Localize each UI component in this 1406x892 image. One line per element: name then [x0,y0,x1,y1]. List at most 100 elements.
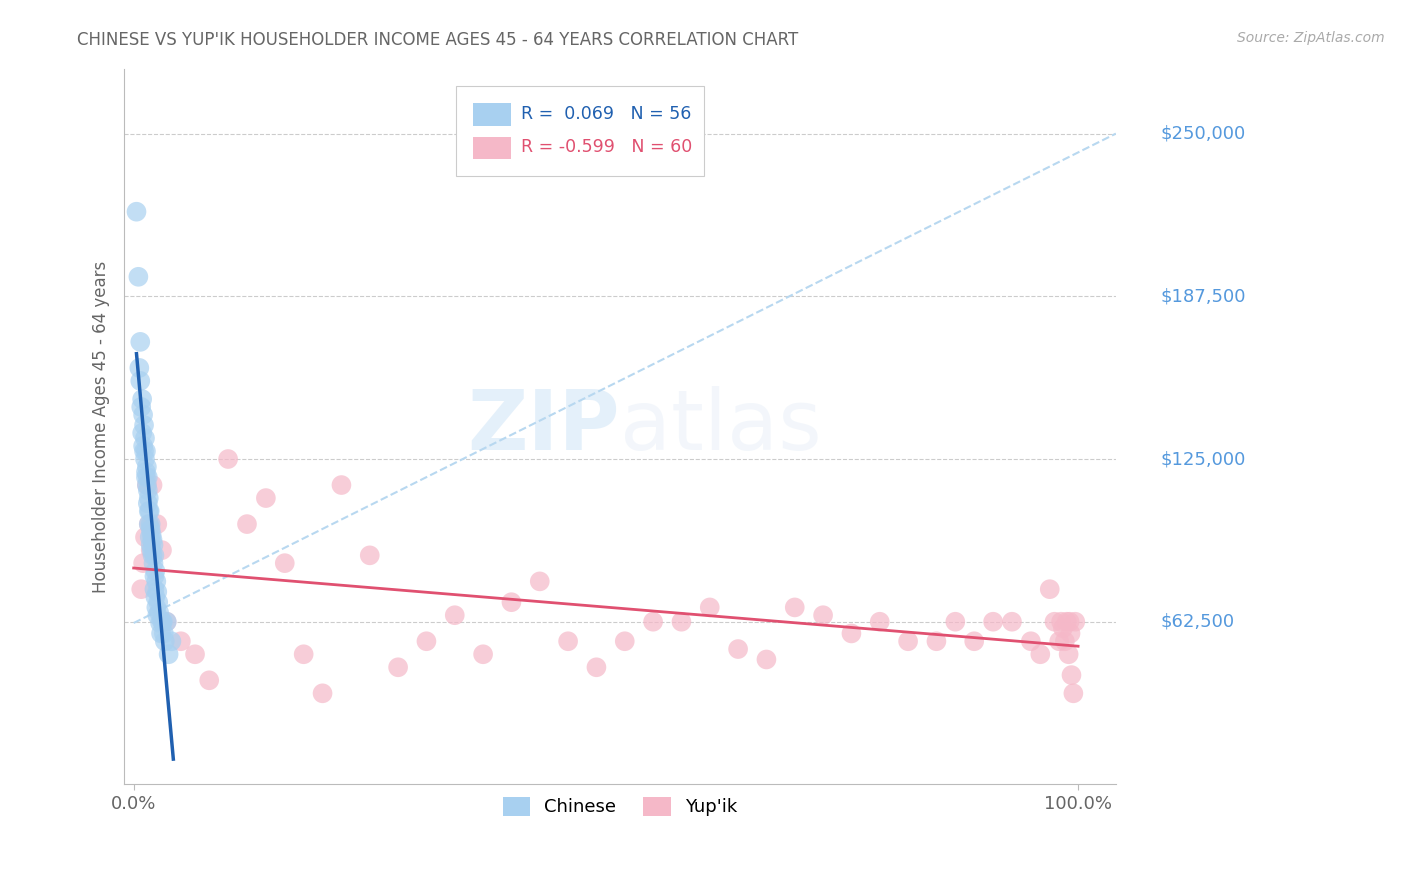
Point [138,517,160,532]
Point [131,425,153,440]
Point [141,543,163,558]
Point [1019,634,1042,648]
Point [1056,615,1078,629]
Text: $125,000: $125,000 [1160,450,1246,468]
Point [1059,626,1081,640]
Point [138,504,160,518]
Point [443,608,465,623]
Point [135,478,157,492]
Point [149,615,172,630]
Legend: Chinese, Yup'ik: Chinese, Yup'ik [494,789,747,825]
Point [138,491,160,505]
Point [138,504,160,518]
Point [274,556,297,570]
Point [136,496,159,510]
Point [755,652,778,666]
Point [132,408,155,422]
Point [643,615,665,629]
Point [671,615,693,629]
Text: atlas: atlas [620,386,821,467]
Point [387,660,409,674]
Point [142,538,165,552]
Point [529,574,551,589]
Point [157,647,180,661]
Point [129,400,152,414]
Point [135,478,157,492]
Y-axis label: Householder Income Ages 45 - 64 years: Householder Income Ages 45 - 64 years [93,260,110,592]
Point [925,634,948,648]
Point [132,556,155,570]
Point [184,647,207,661]
Point [217,452,239,467]
Point [153,626,176,640]
Point [153,634,176,648]
Point [1047,634,1070,648]
Point [943,615,966,629]
Point [160,634,183,648]
Point [150,615,173,629]
Point [148,595,170,609]
Point [132,439,155,453]
Point [1050,615,1073,629]
Point [125,204,148,219]
Text: R = -0.599   N = 60: R = -0.599 N = 60 [520,138,692,156]
Point [145,590,167,604]
Point [170,634,193,648]
Point [1057,647,1080,661]
FancyBboxPatch shape [457,87,704,176]
Point [1029,647,1052,661]
Point [501,595,523,609]
Point [142,556,165,570]
Point [128,360,150,375]
Point [981,615,1004,629]
Point [142,549,165,563]
Point [869,615,891,629]
Point [139,517,162,532]
Point [841,626,863,640]
Point [1059,615,1081,629]
Point [1062,686,1084,700]
Text: R =  0.069   N = 56: R = 0.069 N = 56 [520,104,692,122]
Point [136,483,159,498]
Point [1043,615,1066,629]
Point [1052,621,1074,635]
Text: $250,000: $250,000 [1160,125,1246,143]
Point [143,549,166,563]
Point [963,634,986,648]
Bar [474,136,510,160]
Point [138,517,160,532]
Point [127,269,149,284]
Point [141,527,163,541]
Point [811,608,834,623]
Point [152,615,174,629]
Point [142,478,165,492]
Point [145,574,167,589]
Point [129,582,152,597]
Text: Source: ZipAtlas.com: Source: ZipAtlas.com [1237,31,1385,45]
Point [135,465,157,479]
Point [142,533,165,547]
Point [472,647,495,661]
Point [139,522,162,536]
Text: CHINESE VS YUP'IK HOUSEHOLDER INCOME AGES 45 - 64 YEARS CORRELATION CHART: CHINESE VS YUP'IK HOUSEHOLDER INCOME AGE… [77,31,799,49]
Point [145,564,167,578]
Point [699,600,721,615]
Point [198,673,221,688]
Point [134,530,156,544]
Text: ZIP: ZIP [468,386,620,467]
Point [727,642,749,657]
Point [145,600,167,615]
Point [1064,615,1087,629]
Point [135,459,157,474]
Point [359,549,381,563]
Point [783,600,806,615]
Point [131,392,153,406]
Point [135,470,157,484]
Point [135,444,157,458]
Point [143,582,166,597]
Text: $62,500: $62,500 [1160,613,1234,631]
Bar [474,103,510,126]
Point [134,452,156,467]
Point [132,418,155,433]
Point [292,647,315,661]
